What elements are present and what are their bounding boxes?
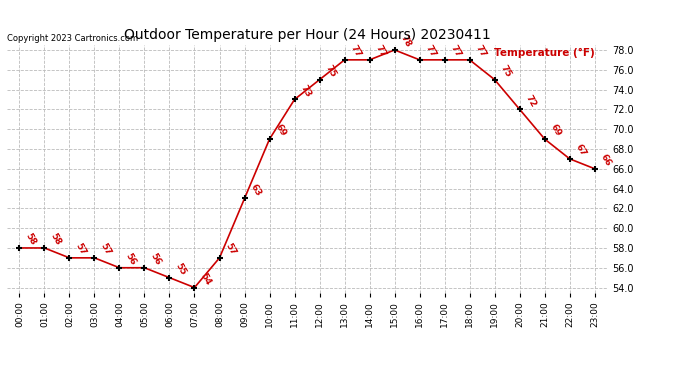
Title: Outdoor Temperature per Hour (24 Hours) 20230411: Outdoor Temperature per Hour (24 Hours) …: [124, 28, 491, 42]
Text: Copyright 2023 Cartronics.com: Copyright 2023 Cartronics.com: [7, 33, 138, 42]
Text: 66: 66: [599, 153, 613, 168]
Text: 57: 57: [224, 242, 238, 257]
Text: 77: 77: [474, 44, 488, 59]
Text: 54: 54: [199, 272, 213, 287]
Text: 75: 75: [324, 63, 338, 79]
Text: 69: 69: [549, 123, 563, 138]
Text: 58: 58: [48, 232, 63, 247]
Text: 77: 77: [448, 44, 463, 59]
Text: 75: 75: [499, 63, 513, 79]
Text: 77: 77: [424, 44, 438, 59]
Text: 69: 69: [274, 123, 288, 138]
Text: 57: 57: [99, 242, 112, 257]
Text: 57: 57: [74, 242, 88, 257]
Text: 78: 78: [399, 34, 413, 49]
Text: 58: 58: [23, 232, 38, 247]
Text: 67: 67: [574, 142, 588, 158]
Text: 56: 56: [124, 252, 138, 267]
Text: 77: 77: [348, 44, 363, 59]
Text: Temperature (°F): Temperature (°F): [495, 48, 595, 57]
Text: 55: 55: [174, 261, 188, 277]
Text: 72: 72: [524, 93, 538, 109]
Text: 63: 63: [248, 182, 263, 198]
Text: 73: 73: [299, 83, 313, 99]
Text: 77: 77: [374, 44, 388, 59]
Text: 56: 56: [148, 252, 163, 267]
